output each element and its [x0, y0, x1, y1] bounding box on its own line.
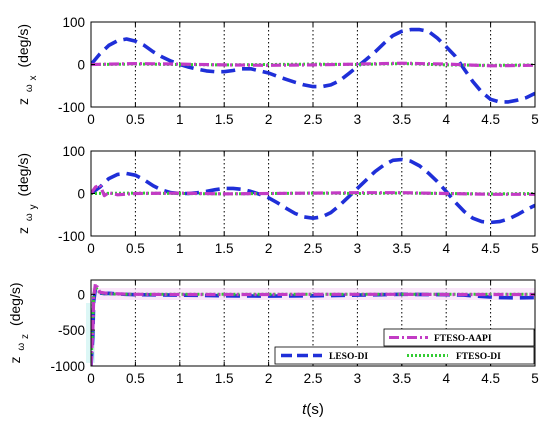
x-tick-label: 4.5 — [481, 112, 500, 127]
x-tick-label: 3.5 — [392, 371, 411, 386]
x-tick-label: 0.5 — [126, 371, 145, 386]
series-layer — [91, 157, 535, 225]
svg-text:z ω x: z ω x (deg/s) — [15, 24, 39, 105]
x-tick-label: 2 — [265, 112, 273, 127]
y-tick-label: -100 — [58, 100, 85, 115]
y-ticks: -1000 -500 0 — [50, 287, 535, 374]
x-tick-label: 3.5 — [392, 241, 411, 256]
x-tick-label: 5 — [531, 371, 539, 386]
x-tick-label: 2 — [265, 241, 273, 256]
series-line-ftesoaapi — [91, 61, 535, 68]
ylabel-unit: (deg/s) — [15, 153, 31, 197]
y-tick-label: 0 — [77, 287, 85, 302]
x-tick-label: 4 — [442, 241, 450, 256]
x-tick-label: 2.5 — [304, 371, 323, 386]
ylabel-subsub: y — [28, 204, 39, 209]
x-axis-label: t(s) — [302, 401, 324, 418]
ylabel-unit: (deg/s) — [7, 282, 23, 326]
legend-label-ftesoaapi: FTESO-AAPI — [434, 334, 492, 344]
series-line-lesodi — [91, 27, 535, 104]
svg-text:z ω z: z ω z (deg/s) — [7, 282, 31, 363]
legend-label-lesodi: LESO-DI — [329, 352, 368, 362]
x-tick-label: 3.5 — [392, 112, 411, 127]
x-ticks: 0 0.5 1 1.5 2 2.5 3 3.5 4 4.5 5 — [87, 22, 539, 127]
series-line-lesodi — [91, 157, 535, 225]
ylabel-sub: ω — [16, 343, 27, 351]
x-tick-label: 2 — [265, 371, 273, 386]
y-tick-label: 0 — [77, 58, 85, 73]
x-tick-label: 0.5 — [126, 112, 145, 127]
y-axis-label: z ω y (deg/s) — [15, 153, 39, 234]
x-ticks: 0 0.5 1 1.5 2 2.5 3 3.5 4 4.5 5 — [87, 280, 539, 386]
x-tick-label: 1.5 — [215, 371, 234, 386]
y-tick-label: -1000 — [50, 359, 85, 374]
x-tick-label: 0.5 — [126, 241, 145, 256]
x-tick-label: 5 — [531, 241, 539, 256]
x-tick-label: 1.5 — [215, 112, 234, 127]
x-tick-label: 4 — [442, 112, 450, 127]
x-tick-label: 1.5 — [215, 241, 234, 256]
x-axis-label-unit: (s) — [306, 401, 324, 418]
x-tick-label: 2.5 — [304, 112, 323, 127]
ylabel-sub: ω — [24, 84, 35, 92]
ylabel-main: z — [7, 357, 23, 364]
series-layer — [91, 27, 535, 104]
series-line-ftesoaapi — [91, 183, 535, 198]
x-ticks: 0 0.5 1 1.5 2 2.5 3 3.5 4 4.5 5 — [87, 151, 539, 256]
ylabel-subsub: z — [20, 334, 31, 339]
y-ticks: -100 0 100 — [58, 144, 535, 244]
x-axis-label-var: t — [302, 401, 307, 418]
y-ticks: -100 0 100 — [58, 15, 535, 115]
y-axis-label: z ω x (deg/s) — [15, 24, 39, 105]
x-tick-label: 5 — [531, 112, 539, 127]
x-tick-label: 3 — [354, 241, 362, 256]
legend-label-ftesodi: FTESO-DI — [456, 352, 501, 362]
legend-box-others: LESO-DI FTESO-DI — [274, 346, 535, 365]
ylabel-main: z — [15, 227, 31, 234]
x-tick-label: 3 — [354, 371, 362, 386]
x-tick-label: 1 — [176, 112, 184, 127]
ylabel-unit: (deg/s) — [15, 24, 31, 68]
ylabel-main: z — [15, 98, 31, 105]
x-tick-label: 4.5 — [481, 241, 500, 256]
legend-box-ftesoaapi: FTESO-AAPI — [383, 328, 535, 347]
svg-text:z ω y: z ω y (deg/s) — [15, 153, 39, 234]
y-tick-label: 100 — [62, 15, 85, 30]
y-tick-label: 0 — [77, 187, 85, 202]
x-tick-label: 0 — [87, 241, 95, 256]
series-line-ftesoaapi — [91, 282, 535, 366]
series-layer — [91, 282, 535, 366]
x-tick-label: 4.5 — [481, 371, 500, 386]
x-tick-label: 2.5 — [304, 241, 323, 256]
y-tick-label: -500 — [58, 323, 85, 338]
panel-z-omega-z: 0 0.5 1 1.5 2 2.5 3 3.5 4 4.5 5 -1000 -500 0 z ω z (… — [7, 279, 539, 386]
y-tick-label: -100 — [58, 229, 85, 244]
x-tick-label: 4 — [442, 371, 450, 386]
ylabel-sub: ω — [24, 213, 35, 221]
x-tick-label: 0 — [87, 371, 95, 386]
ylabel-subsub: x — [28, 75, 39, 80]
x-tick-label: 1 — [176, 371, 184, 386]
x-tick-label: 1 — [176, 241, 184, 256]
series-line-lesodi — [91, 286, 535, 366]
x-tick-label: 0 — [87, 112, 95, 127]
y-tick-label: 100 — [62, 144, 85, 159]
x-tick-label: 3 — [354, 112, 362, 127]
y-axis-label: z ω z (deg/s) — [7, 282, 31, 363]
